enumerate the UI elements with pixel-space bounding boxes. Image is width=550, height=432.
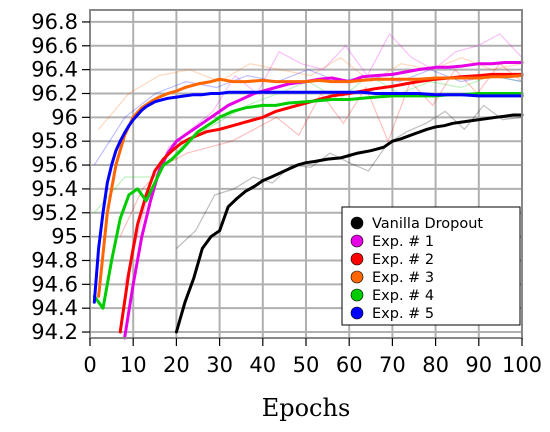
legend-marker [350,234,364,248]
legend-label: Vanilla Dropout [372,216,483,232]
noisy-line [175,104,523,249]
legend-marker [350,288,364,302]
series-line [123,61,524,340]
legend-box [341,206,521,326]
x-tick-label: 100 [502,353,542,377]
x-tick-label: 0 [83,353,96,377]
noisy-line [98,56,523,130]
x-tick-label: 40 [249,353,276,377]
series-lines [92,61,524,340]
x-tick-label: 60 [336,353,363,377]
y-tick-label: 95.6 [31,153,78,177]
x-axis-ticks: 0 10 20 30 40 50 60 70 80 90 100 [83,338,542,377]
y-tick-label: 96.8 [31,10,78,34]
x-tick-label: 90 [465,353,492,377]
series-line [92,90,524,304]
legend-marker [350,306,364,320]
x-tick-label: 10 [120,353,147,377]
y-tick-label: 96.4 [31,58,78,82]
y-tick-label: 96 [51,105,78,129]
x-tick-label: 20 [163,353,190,377]
x-tick-label: 70 [379,353,406,377]
y-tick-label: 95 [51,225,78,249]
y-tick-label: 94.2 [31,320,78,344]
y-axis-ticks: 94.294.494.694.89595.295.495.695.89696.2… [31,10,90,344]
legend-label: Exp. # 5 [372,306,434,322]
y-tick-label: 94.6 [31,272,78,296]
x-tick-label: 30 [206,353,233,377]
y-tick-label: 94.4 [31,296,78,320]
series-line [97,74,524,298]
y-tick-label: 95.2 [31,201,78,225]
legend-label: Exp. # 2 [372,252,434,268]
legend-label: Exp. # 1 [372,234,434,250]
legend-label: Exp. # 4 [372,288,434,304]
legend-label: Exp. # 3 [372,270,434,286]
series-line [174,113,524,334]
x-axis-label: Epochs [262,394,351,422]
x-tick-label: 80 [422,353,449,377]
legend-marker [350,252,364,266]
y-tick-label: 95.4 [31,177,78,201]
noisy-line [124,32,523,285]
legend: Vanilla Dropout Exp. # 1 Exp. # 2 Exp. # 3 E… [341,206,521,326]
y-tick-label: 96.2 [31,81,78,105]
legend-marker [350,216,364,230]
legend-marker [350,270,364,284]
y-tick-label: 95.8 [31,129,78,153]
y-tick-label: 94.8 [31,248,78,272]
y-tick-label: 96.6 [31,34,78,58]
x-tick-label: 50 [293,353,320,377]
